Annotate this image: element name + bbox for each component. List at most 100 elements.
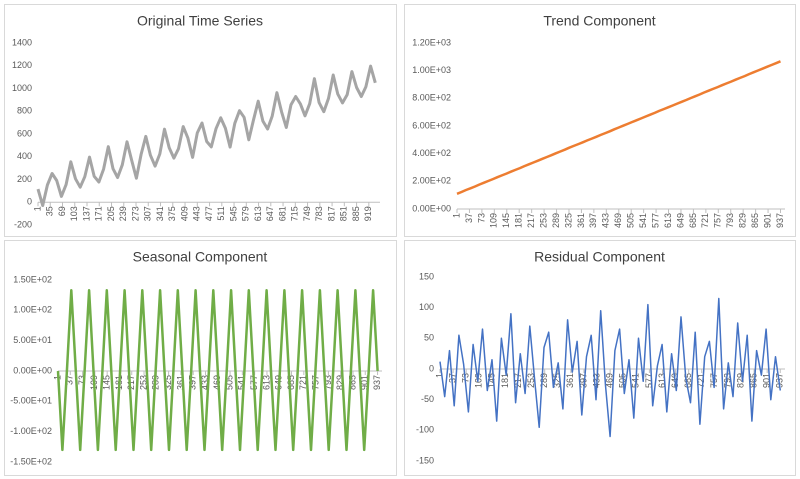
x-tick-label: 749 [302, 206, 312, 221]
x-tick-label: 307 [143, 206, 153, 221]
chart-title: Trend Component [543, 13, 655, 29]
y-tick-label: 1.00E+03 [412, 65, 451, 75]
panel [404, 4, 796, 237]
x-tick-label: 69 [57, 206, 67, 216]
x-tick-label: 181 [500, 373, 510, 388]
x-tick-label: 325 [552, 373, 562, 388]
y-tick-label: 800 [17, 106, 32, 116]
x-tick-label: 757 [713, 213, 723, 228]
x-tick-label: 545 [228, 206, 238, 221]
y-tick-label: 8.00E+02 [412, 93, 451, 103]
x-tick-label: 541 [638, 213, 648, 228]
y-tick-label: 1000 [12, 83, 32, 93]
x-tick-label: 937 [775, 373, 785, 388]
plot-series [56, 289, 379, 452]
y-tick-label: -100 [416, 425, 434, 435]
chart-title: Original Time Series [137, 13, 263, 29]
y-tick-label: 600 [17, 128, 32, 138]
x-tick-label: 217 [526, 213, 536, 228]
x-tick-label: 721 [696, 373, 706, 388]
y-tick-label: 200 [17, 174, 32, 184]
x-tick-label: 361 [175, 375, 185, 390]
x-tick-label: 865 [750, 213, 760, 228]
x-tick-label: 901 [360, 375, 370, 390]
x-tick-label: 829 [735, 373, 745, 388]
plot-series [36, 64, 377, 207]
x-tick-label: 397 [578, 373, 588, 388]
x-tick-label: 919 [363, 206, 373, 221]
x-tick-label: 253 [138, 375, 148, 390]
x-tick-label: 793 [722, 373, 732, 388]
x-tick-label: 145 [501, 213, 511, 228]
x-tick-label: 937 [372, 375, 382, 390]
x-tick-label: 829 [335, 375, 345, 390]
x-tick-label: 937 [775, 213, 785, 228]
y-tick-label: 150 [419, 271, 434, 281]
x-tick-label: 217 [126, 375, 136, 390]
panel [404, 240, 796, 476]
x-tick-label: 361 [576, 213, 586, 228]
x-tick-label: 865 [347, 375, 357, 390]
x-tick-label: 885 [351, 206, 361, 221]
x-tick-label: 325 [163, 375, 173, 390]
x-tick-label: 397 [188, 375, 198, 390]
x-tick-label: 239 [118, 206, 128, 221]
x-tick-label: 37 [464, 213, 474, 223]
chart-title: Seasonal Component [133, 249, 268, 265]
y-tick-label: 0 [429, 363, 434, 373]
x-tick-label: 783 [314, 206, 324, 221]
y-tick-label: -200 [14, 219, 32, 229]
y-tick-label: 50 [424, 333, 434, 343]
x-tick-label: 681 [277, 206, 287, 221]
y-tick-label: 1.50E+02 [13, 274, 52, 284]
x-tick-label: 1 [434, 373, 444, 378]
x-tick-label: 613 [253, 206, 263, 221]
x-tick-label: 901 [762, 373, 772, 388]
y-tick-label: 6.00E+02 [412, 120, 451, 130]
x-tick-label: 433 [200, 375, 210, 390]
x-tick-label: 613 [261, 375, 271, 390]
x-tick-label: 397 [588, 213, 598, 228]
y-tick-label: 0 [27, 197, 32, 207]
y-tick-label: 1200 [12, 60, 32, 70]
x-tick-label: 325 [563, 213, 573, 228]
x-tick-label: 505 [618, 373, 628, 388]
x-tick-label: 289 [551, 213, 561, 228]
y-tick-label: -1.50E+02 [10, 456, 52, 466]
x-tick-label: 577 [650, 213, 660, 228]
panel [4, 4, 397, 237]
y-tick-label: -5.00E+01 [10, 396, 52, 406]
x-tick-label: 145 [102, 375, 112, 390]
x-tick-label: 865 [748, 373, 758, 388]
x-tick-label: 433 [601, 213, 611, 228]
y-tick-label: 4.00E+02 [412, 148, 451, 158]
x-tick-label: 613 [657, 373, 667, 388]
plot-series [439, 297, 782, 438]
x-tick-label: 817 [326, 206, 336, 221]
x-tick-label: 181 [514, 213, 524, 228]
x-tick-label: 341 [155, 206, 165, 221]
x-tick-label: 579 [241, 206, 251, 221]
x-tick-label: 109 [489, 213, 499, 228]
x-tick-label: 1 [32, 206, 42, 211]
series-line [456, 60, 781, 195]
y-tick-label: 1400 [12, 37, 32, 47]
x-tick-label: 375 [167, 206, 177, 221]
x-tick-label: 829 [738, 213, 748, 228]
x-tick-label: 171 [94, 206, 104, 221]
y-tick-label: 0.00E+00 [13, 365, 52, 375]
x-tick-label: 685 [683, 373, 693, 388]
chart-title: Residual Component [534, 249, 665, 265]
series-line [439, 297, 782, 438]
y-tick-label: 1.20E+03 [412, 37, 451, 47]
x-tick-label: 409 [179, 206, 189, 221]
x-tick-label: 613 [663, 213, 673, 228]
x-tick-label: 37 [65, 375, 75, 385]
y-tick-label: 2.00E+02 [412, 176, 451, 186]
x-tick-label: 103 [69, 206, 79, 221]
x-tick-label: 851 [339, 206, 349, 221]
x-tick-label: 541 [237, 375, 247, 390]
x-tick-label: 253 [538, 213, 548, 228]
x-tick-label: 443 [192, 206, 202, 221]
